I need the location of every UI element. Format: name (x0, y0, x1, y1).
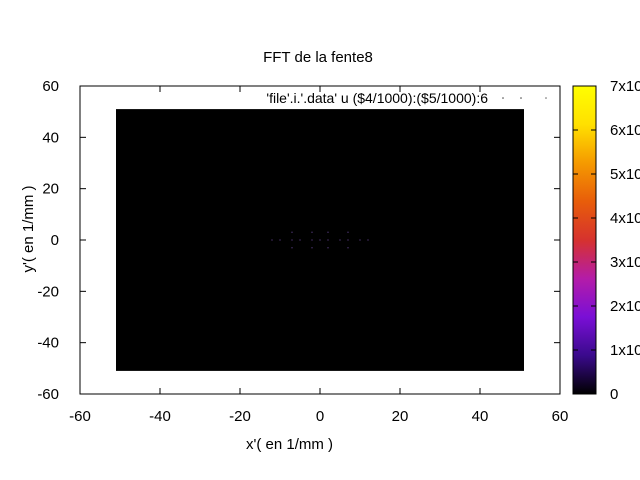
y-axis-label: y'( en 1/mm ) (20, 185, 37, 272)
data-point (291, 247, 293, 249)
data-point (319, 239, 321, 241)
y-tick-label: 40 (42, 129, 59, 146)
data-point (279, 239, 281, 241)
colorbar (572, 85, 597, 395)
x-tick-label: -40 (149, 408, 171, 425)
data-point (327, 239, 329, 241)
legend-sample (502, 97, 547, 99)
bright-points (271, 231, 369, 249)
data-point (291, 231, 293, 233)
data-point (347, 247, 349, 249)
data-point (327, 231, 329, 233)
x-axis: -60 -40 -20 0 20 40 60 (69, 86, 568, 425)
colorbar-tick-label: 4x10 (610, 210, 640, 227)
data-point (347, 231, 349, 233)
x-tick-label: 40 (472, 408, 489, 425)
data-point (291, 239, 293, 241)
colorbar-tick-label: 6x10 (610, 122, 640, 139)
legend-label: 'file'.i.'.data' u ($4/1000):($5/1000):6 (266, 90, 488, 106)
data-point (299, 239, 301, 241)
x-axis-label: x'( en 1/mm ) (246, 436, 333, 453)
x-tick-label: 0 (316, 408, 324, 425)
colorbar-tick-label: 2x10 (610, 298, 640, 315)
data-point (339, 239, 341, 241)
y-tick-label: 60 (42, 78, 59, 95)
data-point (311, 239, 313, 241)
chart-title: FFT de la fente8 (263, 49, 373, 66)
colorbar-tick-label: 3x10 (610, 254, 640, 271)
colorbar-tick-label: 7x10 (610, 78, 640, 95)
colorbar-ticks: 0 1x10 2x10 3x10 4x10 5x10 6x10 7x10 (573, 78, 640, 403)
colorbar-tick-label: 5x10 (610, 166, 640, 183)
y-axis: -60 -40 -20 0 20 40 60 (37, 78, 560, 403)
data-point (347, 239, 349, 241)
x-tick-label: -60 (69, 408, 91, 425)
data-point (367, 239, 369, 241)
data-point (311, 247, 313, 249)
data-point (359, 239, 361, 241)
x-tick-label: 20 (392, 408, 409, 425)
x-tick-label: 60 (552, 408, 569, 425)
data-point (271, 239, 273, 241)
y-tick-label: 20 (42, 181, 59, 198)
data-point (327, 247, 329, 249)
y-tick-label: -60 (37, 386, 59, 403)
y-tick-label: 0 (51, 232, 59, 249)
colorbar-tick-label: 1x10 (610, 342, 640, 359)
y-tick-label: -40 (37, 335, 59, 352)
y-tick-label: -20 (37, 283, 59, 300)
colorbar-tick-label: 0 (610, 386, 618, 403)
data-point (311, 231, 313, 233)
x-tick-label: -20 (229, 408, 251, 425)
